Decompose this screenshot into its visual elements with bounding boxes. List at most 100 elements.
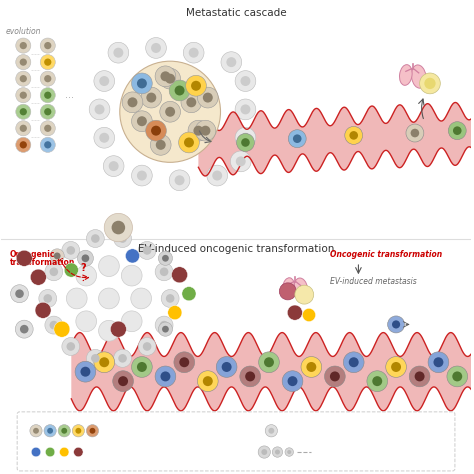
Circle shape [433,357,443,367]
Text: Extracellular vesicle (EV): Extracellular vesicle (EV) [87,449,174,456]
Circle shape [20,58,27,66]
Circle shape [282,371,303,392]
Circle shape [240,104,250,114]
Circle shape [155,366,176,387]
Circle shape [302,309,316,321]
Circle shape [245,372,255,382]
Circle shape [94,352,115,373]
Circle shape [195,120,216,141]
Circle shape [272,447,283,457]
Circle shape [207,165,228,186]
Circle shape [54,253,61,259]
Circle shape [161,372,171,382]
Circle shape [161,71,171,82]
Circle shape [111,221,125,234]
Circle shape [155,316,173,334]
Circle shape [110,321,127,337]
Circle shape [392,320,400,328]
Circle shape [160,321,168,329]
Circle shape [20,325,28,334]
Circle shape [35,302,51,318]
Circle shape [16,71,31,86]
Circle shape [91,234,100,243]
Circle shape [118,234,127,243]
Circle shape [113,371,133,392]
Circle shape [16,104,31,119]
Circle shape [120,61,220,162]
Circle shape [122,92,143,113]
Ellipse shape [400,64,412,85]
Circle shape [174,352,195,373]
Circle shape [99,357,109,367]
Circle shape [155,263,173,281]
Circle shape [44,58,51,66]
Circle shape [288,130,306,148]
Circle shape [132,111,152,132]
Circle shape [66,342,75,351]
Circle shape [62,241,80,259]
Circle shape [235,71,256,91]
Circle shape [143,246,151,255]
Circle shape [86,229,104,247]
Circle shape [169,170,190,191]
Circle shape [44,42,51,49]
Circle shape [160,68,181,89]
Circle shape [132,165,152,186]
Circle shape [146,120,166,141]
Circle shape [143,342,151,351]
Circle shape [126,249,139,263]
Circle shape [99,76,109,86]
Circle shape [16,121,31,136]
Circle shape [155,66,176,87]
Circle shape [40,38,55,53]
Circle shape [109,161,118,171]
Circle shape [203,92,213,102]
Circle shape [222,362,232,372]
Circle shape [367,371,388,392]
Circle shape [258,446,270,458]
Circle shape [44,125,51,132]
Circle shape [20,42,27,49]
Text: Metastatic cascade: Metastatic cascade [186,8,286,18]
Text: Tumor cell: Tumor cell [102,428,138,434]
Circle shape [20,108,27,115]
Circle shape [212,171,222,181]
Circle shape [131,288,152,309]
Circle shape [54,321,70,337]
Circle shape [169,80,190,101]
Circle shape [240,133,250,143]
Circle shape [349,131,358,140]
Circle shape [191,81,201,91]
Circle shape [415,372,425,382]
Ellipse shape [294,278,308,300]
Text: Oncogenic: Oncogenic [10,250,55,259]
Circle shape [16,55,31,70]
Circle shape [216,356,237,377]
Ellipse shape [411,65,426,88]
Circle shape [174,175,184,185]
Circle shape [16,250,32,266]
Circle shape [99,133,109,143]
Circle shape [158,251,173,265]
Circle shape [198,87,218,108]
Circle shape [236,156,246,166]
Circle shape [31,447,41,457]
Circle shape [40,55,55,70]
Circle shape [99,255,119,276]
Circle shape [295,285,314,304]
Ellipse shape [283,278,294,298]
Text: Stromal cells: Stromal cells [314,449,359,455]
Circle shape [118,376,128,386]
Circle shape [264,357,274,367]
Circle shape [137,362,147,372]
Circle shape [158,322,173,336]
Circle shape [181,92,201,113]
Circle shape [40,71,55,86]
Circle shape [372,376,382,386]
Circle shape [137,171,147,181]
Circle shape [330,372,340,382]
Text: EV-induced oncogenic transformation: EV-induced oncogenic transformation [138,244,334,254]
Circle shape [66,288,87,309]
Circle shape [146,37,166,58]
Text: Epithelial cells: Epithelial cells [282,428,332,434]
